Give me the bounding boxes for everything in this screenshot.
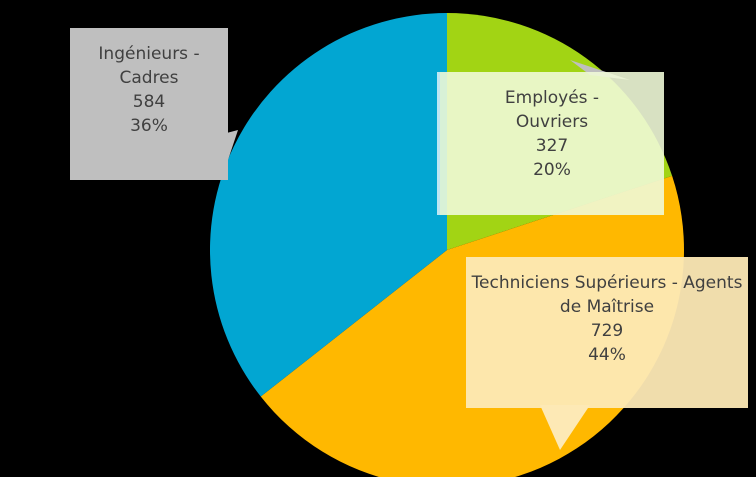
label-name: Ingénieurs - Cadres	[98, 44, 200, 88]
label-percent: 20%	[533, 160, 571, 180]
data-label: Techniciens Supérieurs - Agents de Maîtr…	[466, 257, 748, 408]
label-name: Techniciens Supérieurs - Agents de Maîtr…	[471, 273, 743, 317]
label-percent: 44%	[588, 345, 626, 365]
label-name: Employés - Ouvriers	[504, 88, 600, 132]
callout-pointer	[540, 405, 590, 450]
data-label: Employés - Ouvriers 327 20%	[437, 72, 664, 215]
data-label: Ingénieurs - Cadres 584 36%	[70, 28, 228, 180]
label-value: 327	[535, 136, 569, 156]
label-percent: 36%	[130, 116, 168, 136]
pie-slice	[210, 13, 447, 397]
label-value: 729	[590, 321, 624, 341]
label-value: 584	[132, 92, 166, 112]
